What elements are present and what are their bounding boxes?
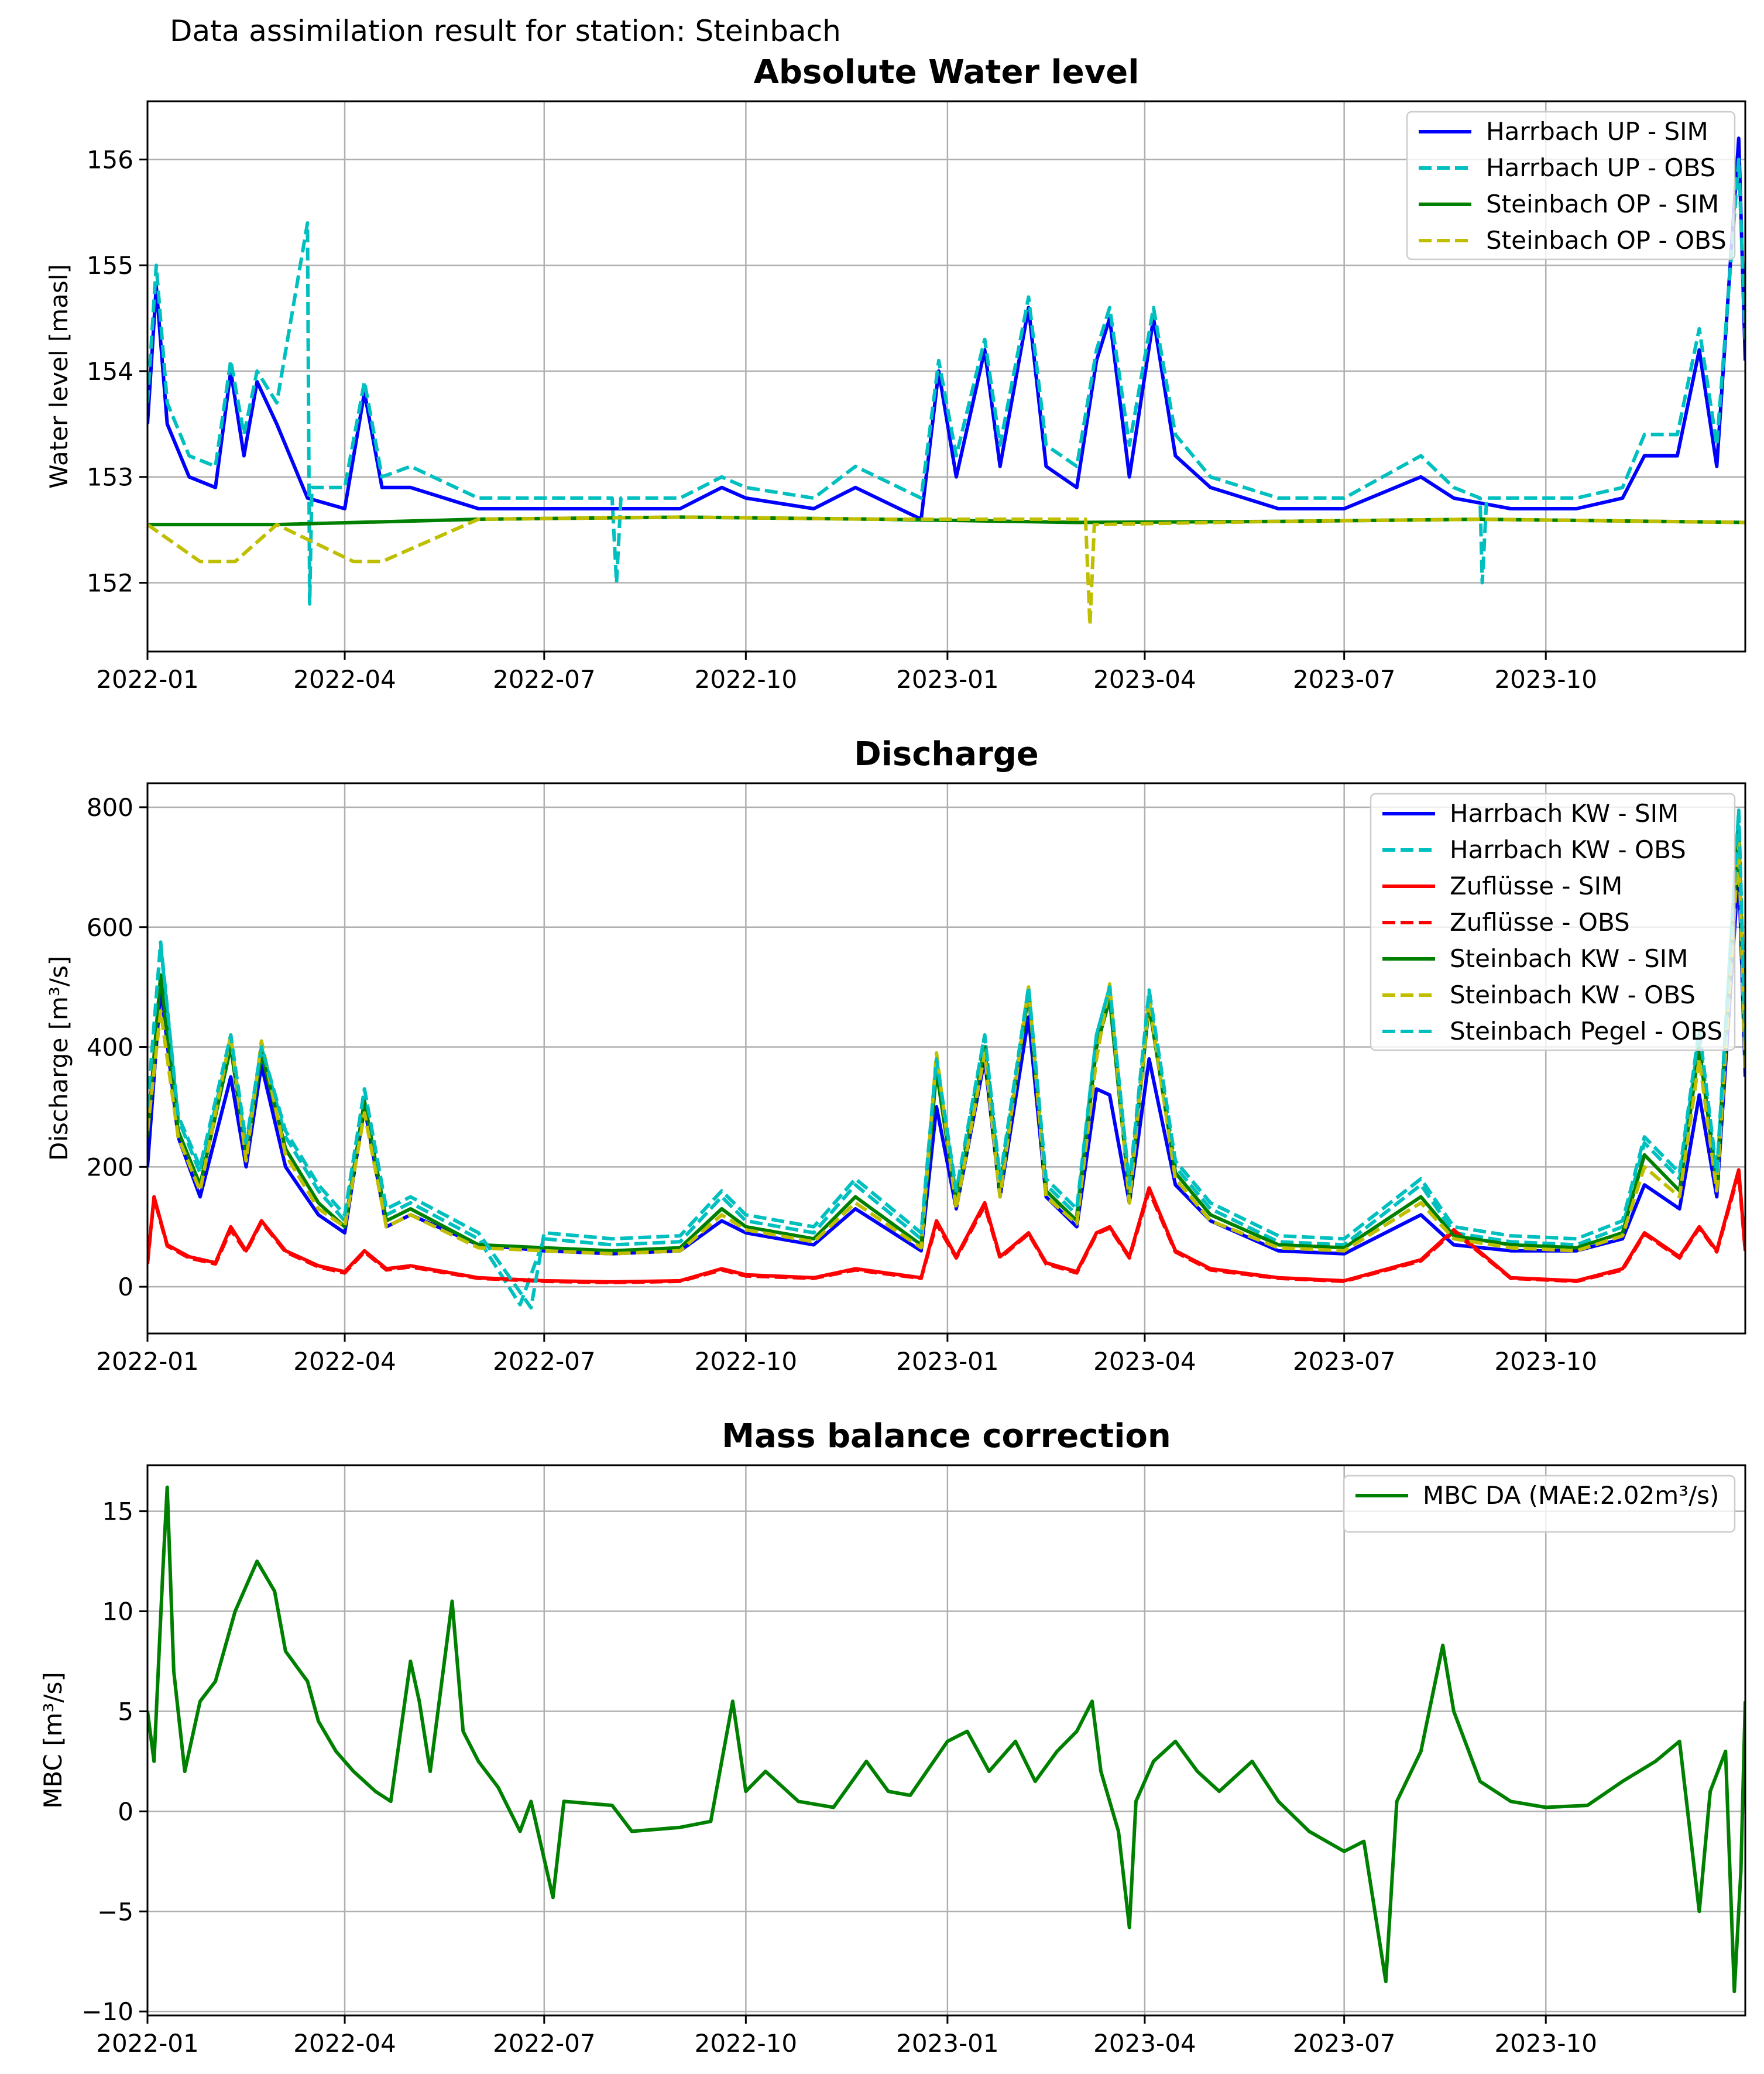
series-line-mbc-da-mae-2-02m-s xyxy=(147,1485,1745,1993)
legend-box xyxy=(1406,111,1736,260)
x-tick-label: 2023-10 xyxy=(1494,2029,1597,2058)
y-tick-label: 5 xyxy=(118,1697,133,1726)
x-tick-label: 2023-07 xyxy=(1293,1347,1396,1376)
series-line-steinbach-op-obs xyxy=(147,515,1745,627)
x-tick-label: 2022-04 xyxy=(293,1347,396,1376)
series-line-steinbach-pegel-obs xyxy=(147,808,1745,1309)
y-tick-label: 154 xyxy=(87,357,133,386)
y-tick-label: 152 xyxy=(87,569,133,598)
legend-box xyxy=(1370,793,1736,1051)
x-tick-label: 2022-10 xyxy=(695,665,798,694)
x-tick-label: 2022-07 xyxy=(493,1347,596,1376)
y-tick-label: −10 xyxy=(81,1997,133,2026)
y-axis-label: Discharge [m³/s] xyxy=(44,956,73,1161)
x-tick-label: 2022-01 xyxy=(96,665,199,694)
legend-label: Zuflüsse - OBS xyxy=(1450,908,1630,937)
legend-label: Harrbach KW - OBS xyxy=(1450,835,1686,864)
x-tick-label: 2023-01 xyxy=(896,1347,999,1376)
x-tick-label: 2023-10 xyxy=(1494,665,1597,694)
x-tick-label: 2023-07 xyxy=(1293,665,1396,694)
series-line-zufl-sse-obs xyxy=(147,1171,1745,1284)
x-tick-label: 2023-04 xyxy=(1093,1347,1196,1376)
series-line-steinbach-kw-obs xyxy=(147,841,1745,1256)
legend-label: Steinbach KW - SIM xyxy=(1450,944,1688,973)
legend-label: Harrbach UP - OBS xyxy=(1486,153,1715,182)
y-tick-label: 0 xyxy=(118,1273,133,1301)
x-tick-label: 2022-04 xyxy=(293,665,396,694)
series-line-harrbach-up-sim xyxy=(147,136,1745,521)
y-tick-label: 155 xyxy=(87,251,133,280)
x-tick-label: 2022-01 xyxy=(96,1347,199,1376)
x-tick-label: 2022-04 xyxy=(293,2029,396,2058)
y-axis-label: Water level [masl] xyxy=(44,264,73,489)
plot-area xyxy=(147,136,1745,627)
y-tick-label: 153 xyxy=(87,463,133,492)
x-tick-label: 2023-04 xyxy=(1093,2029,1196,2058)
legend-label: Harrbach KW - SIM xyxy=(1450,799,1679,828)
axes-frame xyxy=(146,1464,1746,2017)
x-tick-label: 2023-04 xyxy=(1093,665,1196,694)
axes-discharge: Discharge 2022-01 2022-04 2022-07 2022-10 202… xyxy=(44,735,1746,1376)
y-tick-label: 156 xyxy=(87,145,133,174)
y-tick-label: −5 xyxy=(97,1897,133,1926)
legend: Harrbach UP - SIM Harrbach UP - OBS Steinb… xyxy=(1406,111,1736,260)
plot-area xyxy=(147,1485,1745,1993)
y-tick-label: 600 xyxy=(87,913,133,942)
axes-water-level: Absolute Water level 2022-01 2022-04 2022-0… xyxy=(44,53,1746,694)
plot-area xyxy=(147,808,1745,1309)
x-tick-label: 2022-07 xyxy=(493,665,596,694)
x-tick-label: 2023-10 xyxy=(1494,1347,1597,1376)
legend-label: MBC DA (MAE:2.02m³/s) xyxy=(1423,1481,1719,1510)
legend-label: Steinbach OP - OBS xyxy=(1486,226,1727,255)
grid xyxy=(146,1465,1745,2015)
legend-label: Steinbach KW - OBS xyxy=(1450,981,1696,1009)
legend-label: Steinbach Pegel - OBS xyxy=(1450,1017,1722,1045)
legend: MBC DA (MAE:2.02m³/s) xyxy=(1343,1475,1736,1533)
x-tick-label: 2022-10 xyxy=(695,2029,798,2058)
y-axis-label: MBC [m³/s] xyxy=(39,1672,67,1809)
series-line-harrbach-up-obs xyxy=(147,157,1745,606)
y-tick-label: 200 xyxy=(87,1153,133,1181)
chart-title: Discharge xyxy=(854,735,1039,773)
figure-suptitle: Data assimilation result for station: St… xyxy=(170,14,841,48)
x-tick-label: 2022-07 xyxy=(493,2029,596,2058)
axes-frame xyxy=(146,782,1746,1335)
legend-label: Harrbach UP - SIM xyxy=(1486,117,1708,146)
legend: Harrbach KW - SIM Harrbach KW - OBS Zuflüs… xyxy=(1370,793,1736,1051)
axes-mass-balance: Mass balance correction 2022-01 2022-04 202… xyxy=(39,1417,1746,2058)
y-tick-label: 400 xyxy=(87,1033,133,1062)
legend-label: Steinbach OP - SIM xyxy=(1486,190,1719,218)
y-tick-label: 0 xyxy=(118,1797,133,1826)
axes-frame xyxy=(146,100,1746,653)
chart-title: Absolute Water level xyxy=(754,53,1140,91)
y-tick-label: 10 xyxy=(102,1598,133,1626)
legend-box xyxy=(1343,1475,1736,1533)
x-tick-label: 2023-01 xyxy=(896,2029,999,2058)
x-tick-label: 2023-01 xyxy=(896,665,999,694)
x-tick-label: 2022-01 xyxy=(96,2029,199,2058)
x-tick-label: 2022-10 xyxy=(695,1347,798,1376)
x-tick-label: 2023-07 xyxy=(1293,2029,1396,2058)
y-tick-label: 15 xyxy=(102,1497,133,1526)
legend-label: Zuflüsse - SIM xyxy=(1450,872,1622,900)
chart-title: Mass balance correction xyxy=(722,1417,1171,1455)
y-tick-label: 800 xyxy=(87,793,133,822)
